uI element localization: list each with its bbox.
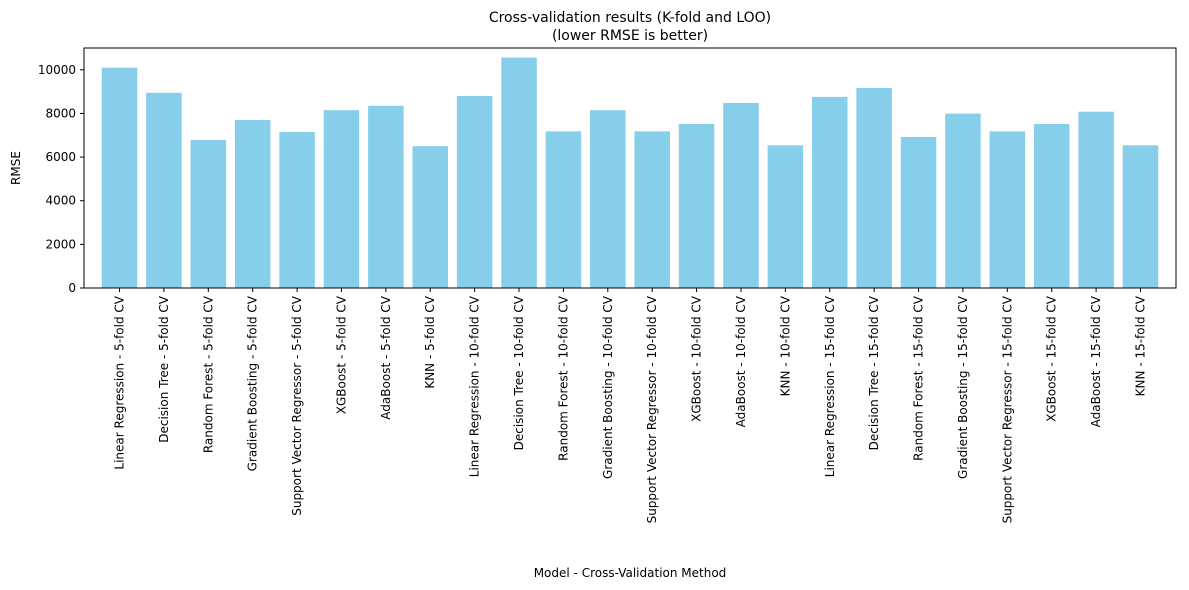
- bar: [856, 87, 892, 288]
- x-tick-label: XGBoost - 15-fold CV: [1045, 295, 1059, 422]
- x-tick-label: KNN - 15-fold CV: [1133, 295, 1147, 396]
- x-tick-label: Random Forest - 10-fold CV: [556, 295, 570, 461]
- y-tick-label: 10000: [38, 63, 76, 77]
- x-tick-label: KNN - 5-fold CV: [423, 295, 437, 388]
- x-tick-label: XGBoost - 10-fold CV: [690, 295, 704, 422]
- x-tick-label: Gradient Boosting - 15-fold CV: [956, 295, 970, 479]
- x-tick-label: Support Vector Regressor - 10-fold CV: [645, 295, 659, 523]
- x-axis: Linear Regression - 5-fold CV Decision Tr…: [113, 288, 1147, 523]
- bar: [1078, 111, 1114, 288]
- x-tick-label: Random Forest - 5-fold CV: [201, 295, 215, 453]
- bar: [412, 146, 448, 288]
- bar: [545, 131, 582, 288]
- bar: [900, 137, 937, 288]
- bar: [1033, 123, 1070, 288]
- plot-frame: [83, 47, 1177, 289]
- y-tick-label: 4000: [45, 194, 76, 208]
- bar: [945, 113, 981, 288]
- chart-title: Cross-validation results (K-fold and LOO…: [489, 10, 771, 26]
- bar: [634, 131, 670, 288]
- x-tick-label: AdaBoost - 5-fold CV: [379, 295, 393, 419]
- bar: [279, 132, 315, 288]
- bar: [456, 96, 493, 288]
- x-tick-label: AdaBoost - 10-fold CV: [734, 295, 748, 427]
- x-tick-label: Linear Regression - 15-fold CV: [823, 295, 837, 477]
- x-tick-label: XGBoost - 5-fold CV: [334, 295, 348, 414]
- bar: [190, 140, 227, 288]
- bar: [501, 57, 537, 288]
- bar: [590, 110, 626, 288]
- x-tick-label: Decision Tree - 10-fold CV: [512, 295, 526, 450]
- y-tick-label: 2000: [45, 237, 76, 251]
- x-tick-label: Support Vector Regressor - 5-fold CV: [290, 295, 304, 516]
- y-tick-label: 8000: [45, 106, 76, 120]
- x-tick-label: Linear Regression - 10-fold CV: [468, 295, 482, 477]
- y-axis-label: RMSE: [9, 151, 23, 185]
- bar: [812, 96, 848, 288]
- x-tick-label: AdaBoost - 15-fold CV: [1089, 295, 1103, 427]
- x-tick-label: Linear Regression - 5-fold CV: [113, 295, 127, 469]
- x-tick-label: Decision Tree - 5-fold CV: [157, 295, 171, 443]
- bar: [678, 123, 715, 288]
- y-tick-label: 6000: [45, 150, 76, 164]
- x-tick-label: KNN - 10-fold CV: [778, 295, 792, 396]
- bar: [989, 131, 1026, 288]
- bar: [723, 102, 759, 289]
- bar: [323, 110, 360, 288]
- x-tick-label: Support Vector Regressor - 15-fold CV: [1000, 295, 1014, 523]
- bar: [146, 92, 182, 289]
- bar: [368, 105, 404, 289]
- bar: [101, 67, 138, 289]
- chart-subtitle: (lower RMSE is better): [552, 28, 708, 44]
- bar: [234, 120, 271, 288]
- x-tick-label: Decision Tree - 15-fold CV: [867, 295, 881, 450]
- bars-group: [101, 57, 1159, 289]
- bar: [767, 145, 804, 288]
- bar: [1122, 145, 1159, 288]
- x-tick-label: Gradient Boosting - 10-fold CV: [601, 295, 615, 479]
- x-tick-label: Gradient Boosting - 5-fold CV: [246, 295, 260, 471]
- y-tick-label: 0: [68, 281, 76, 295]
- y-axis: 0 2000 4000 6000 8000 10000: [38, 63, 84, 295]
- x-axis-label: Model - Cross-Validation Method: [534, 566, 727, 580]
- x-tick-label: Random Forest - 15-fold CV: [912, 295, 926, 461]
